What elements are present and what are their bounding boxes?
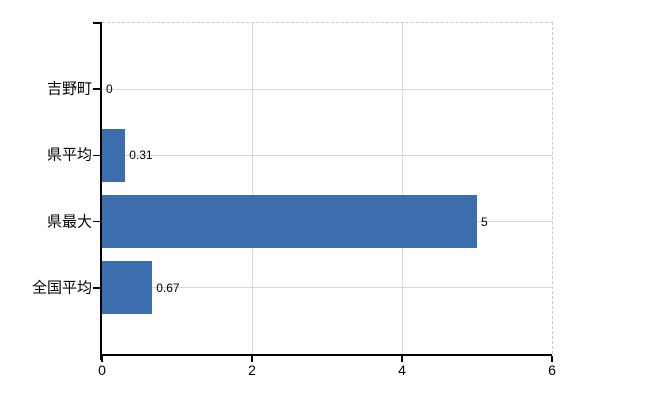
bar-value-label: 5 (481, 214, 488, 229)
category-label: 県最大 (46, 213, 92, 231)
bar (102, 261, 153, 315)
bar (102, 128, 126, 182)
vertical-gridline (251, 23, 253, 354)
y-axis-tick (93, 22, 102, 24)
y-axis-tick (93, 154, 102, 157)
x-axis-line (100, 354, 552, 356)
plot-area: 0 2 4 6 0 吉野町 0.31 県平均 5 県最大 0.67 全国平均 (32, 22, 556, 377)
x-axis-tick (551, 356, 553, 362)
bar (102, 195, 477, 249)
y-axis-line (100, 23, 102, 360)
category-label: 吉野町 (46, 80, 92, 98)
horizontal-gridline (102, 88, 552, 90)
bar-value-label: 0 (106, 82, 113, 97)
x-tick-label: 6 (548, 362, 556, 378)
x-tick-label: 0 (98, 362, 106, 378)
x-tick-label: 2 (248, 362, 256, 378)
x-axis-tick (101, 356, 103, 362)
x-axis-tick (401, 356, 403, 362)
y-axis-tick (93, 220, 102, 223)
category-label: 全国平均 (31, 279, 92, 297)
bar-value-label: 0.67 (156, 280, 180, 295)
y-axis-tick (93, 88, 102, 90)
horizontal-gridline (102, 287, 552, 289)
vertical-gridline (401, 23, 403, 354)
category-label: 県平均 (46, 146, 92, 164)
x-axis-tick (251, 356, 253, 362)
y-axis-tick (93, 287, 102, 289)
bar-value-label: 0.31 (129, 148, 153, 163)
horizontal-gridline (102, 154, 552, 156)
x-tick-label: 4 (398, 362, 406, 378)
